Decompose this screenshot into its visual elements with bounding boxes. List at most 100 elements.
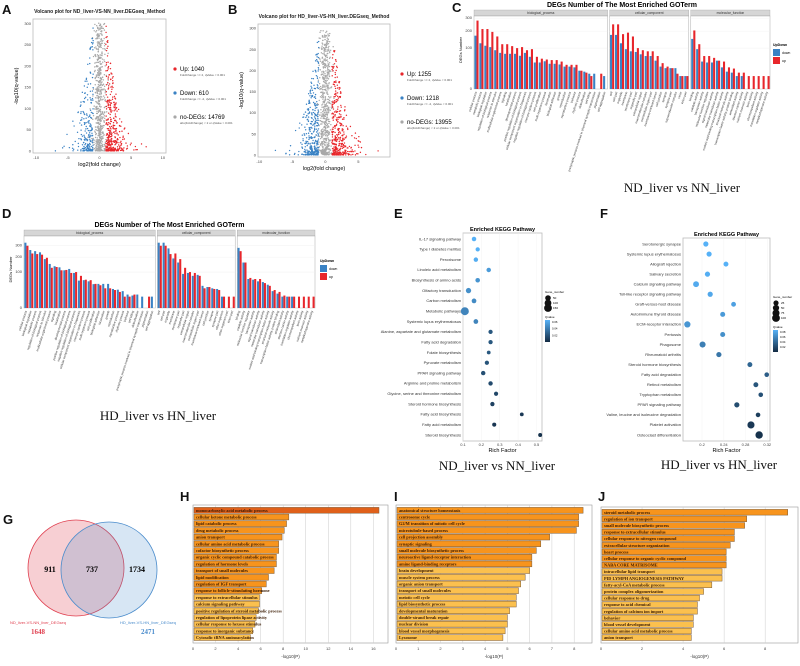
data-point-down [314, 148, 316, 151]
data-point-nodeg [100, 46, 102, 49]
x-tick-label: 0 [192, 646, 195, 651]
data-point-nodeg [323, 116, 325, 118]
data-point-down [317, 111, 320, 113]
legend-note-nodeg: abs(FoldChange) < 2 or qValue > 0.001 [407, 126, 460, 130]
data-point-nodeg [102, 116, 104, 119]
bar-label: fatty-acyl-CoA metabolic process [604, 582, 665, 587]
data-point-nodeg [320, 123, 322, 125]
bar [193, 513, 290, 521]
data-point-up [357, 140, 359, 142]
data-point-down [72, 120, 74, 122]
data-point-down [312, 124, 314, 126]
category-label: synapse [207, 310, 214, 322]
bar-up [218, 290, 221, 308]
x-tick-label: 7 [551, 646, 554, 651]
bar-down [191, 275, 194, 308]
data-point-down [88, 115, 91, 118]
x-tick-label: 14 [349, 646, 354, 651]
data-point-nodeg [330, 145, 332, 147]
bar-down [654, 60, 657, 89]
y-tick-label: 300 [24, 21, 31, 26]
data-point-down [308, 128, 311, 130]
data-point-down [84, 149, 86, 151]
facet-label: biological_process [76, 231, 103, 235]
bar-down [553, 63, 556, 89]
data-point-down [311, 94, 314, 97]
data-point-up [332, 126, 334, 129]
data-point-down [310, 116, 313, 119]
bar [396, 567, 530, 574]
data-point-nodeg [316, 102, 319, 105]
bar-label: cellular response to nitrogen compound [604, 536, 677, 541]
data-point-down [86, 86, 88, 88]
data-point-nodeg [326, 131, 328, 134]
bar-up [128, 296, 131, 308]
data-point-up [336, 87, 339, 89]
data-point-nodeg [100, 69, 102, 72]
bar-up [36, 254, 39, 308]
caption-d: HD_liver vs HN_liver [100, 408, 217, 423]
data-point-nodeg [102, 143, 104, 146]
bar-down [136, 294, 139, 308]
data-point-nodeg [323, 50, 325, 52]
data-point-up [350, 146, 353, 149]
bar-down [286, 296, 289, 308]
data-point-nodeg [97, 135, 99, 137]
data-point-down [78, 137, 80, 140]
data-point-nodeg [320, 88, 323, 90]
data-point-up [114, 147, 117, 150]
data-point-nodeg [96, 95, 99, 97]
bar [601, 621, 694, 628]
data-point-down [316, 144, 318, 146]
pathway-label: Linoleic acid metabolism [417, 267, 461, 272]
data-point-nodeg [328, 71, 330, 73]
data-point-nodeg [103, 37, 105, 40]
chart-title: DEGs Number of The Most Enriched GOTerm [547, 2, 697, 9]
data-point-up [108, 131, 111, 133]
data-point-up [351, 134, 353, 137]
data-point-nodeg [325, 124, 328, 127]
data-point-down [316, 56, 318, 58]
data-point-up [339, 132, 342, 134]
data-point-up [108, 148, 111, 150]
data-point-up [114, 106, 117, 108]
data-point-down [304, 148, 306, 151]
bar-down [558, 64, 561, 89]
data-point-up [334, 76, 336, 79]
data-point-up [110, 131, 112, 133]
data-point-nodeg [318, 87, 321, 89]
legend-swatch-up [320, 273, 327, 280]
x-tick-label: 0 [98, 155, 101, 160]
bar-down [43, 259, 46, 308]
data-point-up [105, 36, 107, 39]
data-point-up [111, 77, 114, 79]
data-point-nodeg [96, 129, 98, 132]
data-point-nodeg [103, 88, 105, 90]
data-point-up [105, 75, 108, 78]
bar [396, 520, 579, 527]
data-point-down [314, 70, 317, 72]
data-point-up [340, 116, 342, 118]
pathway-dot [758, 392, 764, 398]
data-point-nodeg [100, 63, 102, 66]
data-point-up [339, 149, 341, 151]
category-label: catalytic activity [689, 91, 699, 113]
data-point-down [308, 138, 310, 141]
category-label: cell junction [201, 310, 210, 326]
data-point-nodeg [98, 22, 100, 24]
data-point-nodeg [97, 58, 99, 61]
category-label: membrane part [623, 91, 633, 112]
data-point-up [338, 149, 340, 152]
data-point-nodeg [324, 58, 327, 60]
data-point-up [338, 88, 340, 90]
data-point-up [333, 96, 335, 98]
data-point-up [113, 128, 116, 130]
data-point-up [111, 73, 113, 75]
data-point-down [80, 149, 82, 151]
data-point-down [89, 138, 91, 141]
data-point-up [105, 119, 108, 121]
data-point-up [336, 110, 339, 113]
data-point-nodeg [103, 95, 105, 97]
data-point-up [145, 146, 147, 148]
x-tick-label: 8 [282, 646, 285, 651]
